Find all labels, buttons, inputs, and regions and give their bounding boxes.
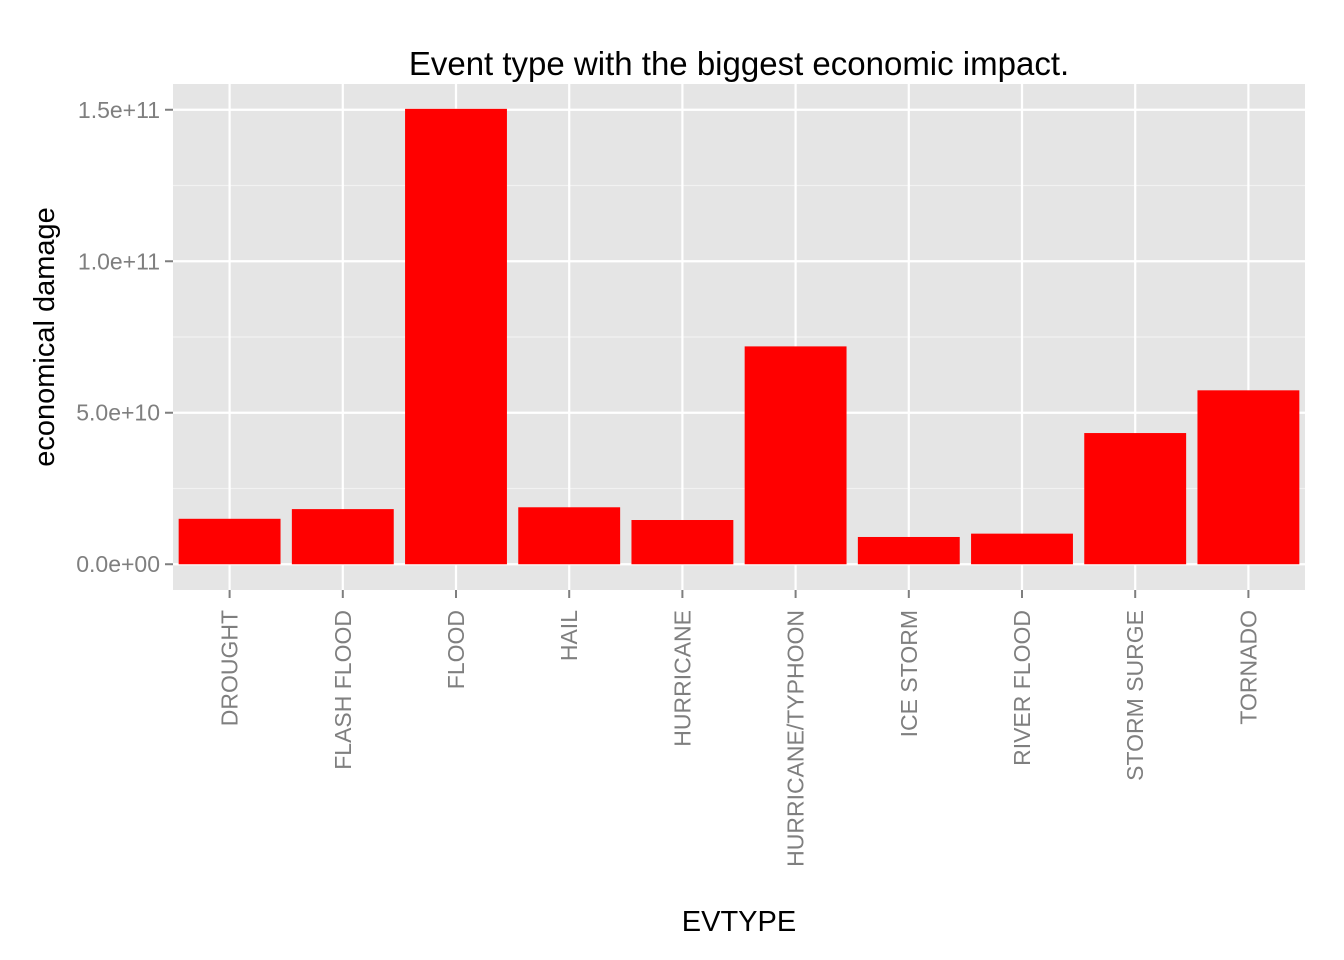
x-tick-label: DROUGHT	[217, 610, 243, 726]
x-tick-label: FLOOD	[443, 610, 469, 689]
y-tick-label: 1.5e+11	[78, 97, 160, 123]
bar	[1084, 433, 1187, 565]
y-tick-label: 1.0e+11	[78, 248, 160, 274]
bar	[744, 346, 847, 565]
y-tick-label: 0.0e+00	[76, 551, 160, 577]
y-tick-label: 5.0e+10	[76, 400, 160, 426]
bar	[1197, 390, 1300, 565]
bar	[631, 520, 734, 565]
chart-title: Event type with the biggest economic imp…	[409, 45, 1069, 82]
y-axis: 0.0e+00 5.0e+10 1.0e+11 1.5e+11	[76, 97, 173, 577]
bar	[857, 536, 960, 565]
bar	[178, 518, 281, 565]
x-tick-label: RIVER FLOOD	[1009, 610, 1035, 766]
x-tick-label: STORM SURGE	[1122, 610, 1148, 781]
x-axis: DROUGHT FLASH FLOOD FLOOD HAIL HURRICANE HURR…	[217, 590, 1261, 867]
bar	[291, 509, 394, 565]
y-axis-title: economical damage	[29, 207, 61, 467]
x-tick-label: TORNADO	[1235, 610, 1261, 725]
x-tick-label: HURRICANE/TYPHOON	[783, 610, 809, 867]
x-axis-title: EVTYPE	[682, 906, 796, 938]
x-tick-label: HURRICANE	[669, 610, 695, 747]
x-tick-label: ICE STORM	[896, 610, 922, 737]
bars	[178, 108, 1300, 565]
bar	[518, 507, 621, 565]
bar	[971, 533, 1073, 565]
x-tick-label: FLASH FLOOD	[330, 610, 356, 770]
x-tick-label: HAIL	[556, 610, 582, 661]
bar	[405, 108, 507, 565]
